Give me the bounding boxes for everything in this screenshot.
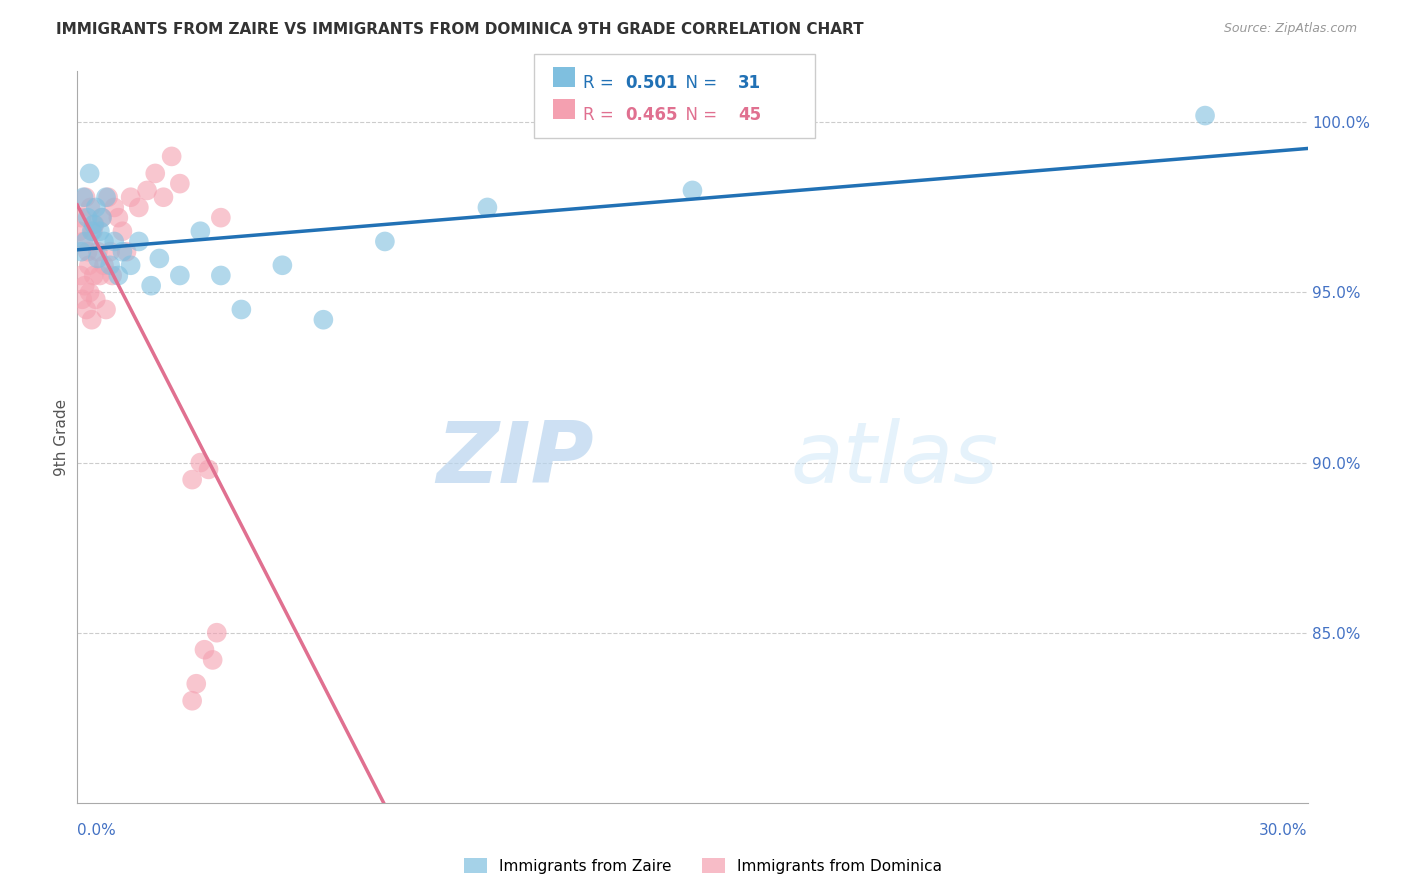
Point [83,218,105,232]
Point [193,642,215,657]
Point [76,244,98,259]
Point [90,211,114,225]
Point [87,252,110,266]
Point [94,302,117,317]
Text: 45: 45 [738,106,761,124]
Point [87,244,110,259]
Point [70,293,93,307]
Text: N =: N = [675,74,723,92]
Point [111,244,134,259]
Legend: Immigrants from Zaire, Immigrants from Dominica: Immigrants from Zaire, Immigrants from D… [458,852,948,880]
Point [181,473,204,487]
Point [83,218,105,232]
Point [128,235,150,249]
Point [75,302,97,317]
Point [80,224,103,238]
Point [82,224,104,238]
Point [75,235,97,249]
Point [98,244,121,259]
Point [205,625,228,640]
Text: N =: N = [675,106,723,124]
Point [374,235,396,249]
Point [169,268,191,283]
Text: IMMIGRANTS FROM ZAIRE VS IMMIGRANTS FROM DOMINICA 9TH GRADE CORRELATION CHART: IMMIGRANTS FROM ZAIRE VS IMMIGRANTS FROM… [56,22,863,37]
Point [209,268,232,283]
Text: Source: ZipAtlas.com: Source: ZipAtlas.com [1223,22,1357,36]
Point [72,235,94,249]
Point [103,235,125,249]
Text: R =: R = [583,106,620,124]
Text: 0.0%: 0.0% [77,823,117,838]
Point [79,201,101,215]
Point [477,201,499,215]
Point [169,177,191,191]
Point [682,183,704,197]
Point [188,224,212,238]
Text: 30.0%: 30.0% [1260,823,1308,838]
Point [197,462,219,476]
Point [181,694,204,708]
Point [143,166,166,180]
Point [97,190,120,204]
Text: 0.465: 0.465 [626,106,678,124]
Point [89,224,111,238]
Text: atlas: atlas [792,417,998,500]
Point [69,268,91,283]
Point [84,201,107,215]
Point [152,190,174,204]
Point [90,211,114,225]
Text: ZIP: ZIP [436,417,595,500]
Point [75,190,97,204]
Point [93,258,115,272]
Text: 31: 31 [738,74,761,92]
Point [128,201,150,215]
Point [80,312,103,326]
Point [79,285,101,300]
Point [107,268,129,283]
Point [94,190,117,204]
Point [186,677,208,691]
Point [103,201,125,215]
Text: R =: R = [583,74,620,92]
Point [73,278,96,293]
Point [1194,109,1216,123]
Point [98,258,121,272]
Y-axis label: 9th Grade: 9th Grade [53,399,69,475]
Point [93,235,115,249]
Point [201,653,224,667]
Point [209,211,232,225]
Point [111,224,134,238]
Point [107,211,129,225]
Point [120,190,142,204]
Point [84,293,107,307]
Point [70,211,93,225]
Point [89,268,111,283]
Point [70,244,93,259]
Point [76,211,98,225]
Point [188,456,212,470]
Text: 0.501: 0.501 [626,74,678,92]
Point [136,183,159,197]
Point [115,244,138,259]
Point [271,258,294,272]
Point [148,252,170,266]
Point [141,278,163,293]
Point [120,258,142,272]
Point [160,149,183,163]
Point [72,190,94,204]
Point [83,268,105,283]
Point [77,258,100,272]
Point [101,268,124,283]
Point [67,224,90,238]
Point [231,302,253,317]
Point [79,166,101,180]
Point [312,312,335,326]
